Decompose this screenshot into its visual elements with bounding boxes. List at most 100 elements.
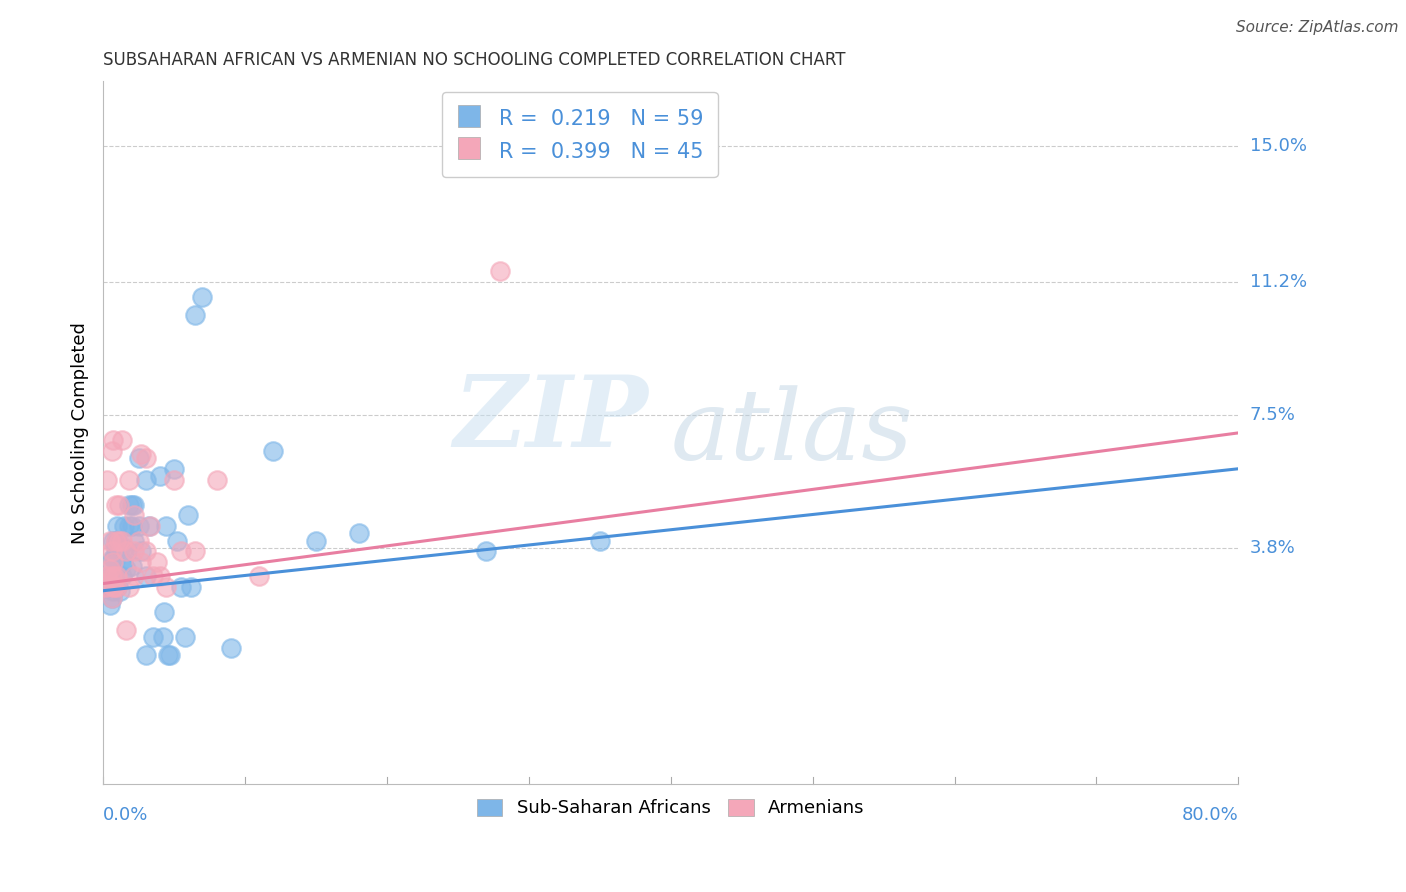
Point — [475, 544, 498, 558]
Text: 7.5%: 7.5% — [1250, 406, 1295, 424]
Point — [163, 473, 186, 487]
Point — [124, 508, 146, 523]
Point — [121, 558, 143, 573]
Point — [177, 508, 200, 523]
Point — [124, 569, 146, 583]
Point — [100, 443, 122, 458]
Point — [101, 551, 124, 566]
Point — [166, 533, 188, 548]
Point — [96, 569, 118, 583]
Point — [110, 533, 132, 548]
Point — [155, 519, 177, 533]
Point — [111, 555, 134, 569]
Point — [155, 580, 177, 594]
Point — [205, 473, 228, 487]
Text: 3.8%: 3.8% — [1250, 539, 1295, 557]
Point — [112, 519, 135, 533]
Point — [107, 533, 129, 548]
Point — [100, 569, 122, 583]
Point — [135, 473, 157, 487]
Point — [219, 641, 242, 656]
Point — [247, 569, 270, 583]
Point — [108, 583, 131, 598]
Point — [118, 580, 141, 594]
Point — [108, 541, 131, 555]
Point — [104, 498, 127, 512]
Point — [124, 533, 146, 548]
Point — [262, 443, 284, 458]
Point — [98, 598, 121, 612]
Point — [104, 533, 127, 548]
Point — [131, 544, 153, 558]
Point — [94, 580, 117, 594]
Point — [170, 544, 193, 558]
Point — [142, 631, 165, 645]
Point — [124, 498, 146, 512]
Point — [152, 631, 174, 645]
Point — [114, 623, 136, 637]
Point — [118, 519, 141, 533]
Point — [174, 631, 197, 645]
Point — [184, 544, 207, 558]
Point — [149, 569, 172, 583]
Point — [118, 498, 141, 512]
Point — [138, 519, 160, 533]
Point — [103, 551, 125, 566]
Point — [135, 544, 157, 558]
Point — [128, 519, 150, 533]
Point — [104, 533, 127, 548]
Point — [131, 447, 153, 461]
Point — [347, 526, 370, 541]
Text: Source: ZipAtlas.com: Source: ZipAtlas.com — [1236, 20, 1399, 35]
Point — [118, 473, 141, 487]
Point — [105, 544, 128, 558]
Point — [98, 533, 121, 548]
Point — [305, 533, 328, 548]
Point — [135, 648, 157, 663]
Point — [100, 591, 122, 605]
Point — [105, 580, 128, 594]
Point — [107, 498, 129, 512]
Point — [163, 462, 186, 476]
Point — [105, 580, 128, 594]
Point — [131, 555, 153, 569]
Point — [135, 569, 157, 583]
Point — [121, 519, 143, 533]
Point — [153, 605, 176, 619]
Point — [103, 569, 125, 583]
Text: 0.0%: 0.0% — [103, 806, 149, 824]
Point — [184, 308, 207, 322]
Point — [103, 569, 125, 583]
Point — [105, 569, 128, 583]
Point — [105, 533, 128, 548]
Text: 80.0%: 80.0% — [1181, 806, 1239, 824]
Point — [101, 433, 124, 447]
Point — [100, 569, 122, 583]
Point — [101, 555, 124, 569]
Point — [117, 544, 139, 558]
Text: ZIP: ZIP — [453, 370, 648, 467]
Text: 11.2%: 11.2% — [1250, 273, 1306, 291]
Point — [110, 569, 132, 583]
Point — [101, 580, 124, 594]
Point — [104, 541, 127, 555]
Point — [135, 450, 157, 465]
Point — [146, 555, 169, 569]
Point — [98, 562, 121, 576]
Point — [124, 544, 146, 558]
Point — [489, 264, 512, 278]
Point — [98, 562, 121, 576]
Point — [128, 533, 150, 548]
Point — [191, 289, 214, 303]
Point — [157, 648, 180, 663]
Point — [112, 541, 135, 555]
Y-axis label: No Schooling Completed: No Schooling Completed — [72, 322, 89, 544]
Point — [103, 580, 125, 594]
Point — [101, 583, 124, 598]
Point — [589, 533, 612, 548]
Point — [100, 544, 122, 558]
Text: SUBSAHARAN AFRICAN VS ARMENIAN NO SCHOOLING COMPLETED CORRELATION CHART: SUBSAHARAN AFRICAN VS ARMENIAN NO SCHOOL… — [103, 51, 845, 69]
Point — [105, 519, 128, 533]
Point — [170, 580, 193, 594]
Point — [110, 433, 132, 447]
